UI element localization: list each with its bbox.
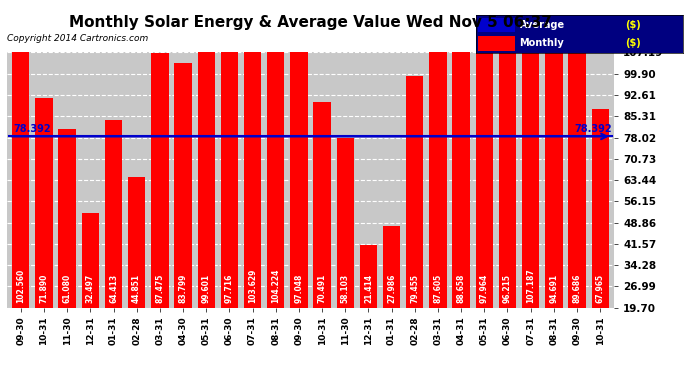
Bar: [522, 0, 540, 308]
Text: 94.691: 94.691: [549, 274, 558, 303]
Text: 99.601: 99.601: [201, 274, 210, 303]
Text: 107.187: 107.187: [526, 268, 535, 303]
Bar: [267, 4, 284, 308]
Bar: [151, 53, 168, 308]
Bar: [545, 32, 562, 308]
Text: 87.605: 87.605: [433, 274, 442, 303]
Text: 89.686: 89.686: [573, 274, 582, 303]
Bar: [290, 25, 308, 308]
FancyBboxPatch shape: [478, 36, 515, 51]
FancyBboxPatch shape: [478, 18, 515, 32]
Text: ($): ($): [625, 20, 641, 30]
Bar: [128, 177, 146, 308]
Bar: [453, 49, 470, 308]
Bar: [59, 129, 76, 308]
Bar: [81, 213, 99, 308]
Text: 97.048: 97.048: [295, 274, 304, 303]
Text: 61.080: 61.080: [63, 274, 72, 303]
Text: 96.215: 96.215: [503, 274, 512, 303]
Bar: [406, 76, 424, 307]
Text: 102.560: 102.560: [17, 269, 26, 303]
Text: 78.392: 78.392: [14, 123, 52, 134]
Bar: [475, 22, 493, 307]
Text: ($): ($): [625, 39, 641, 48]
Bar: [175, 63, 192, 308]
Bar: [499, 27, 516, 308]
Bar: [313, 102, 331, 308]
Text: 97.964: 97.964: [480, 274, 489, 303]
Text: Monthly: Monthly: [520, 39, 564, 48]
Text: 83.799: 83.799: [179, 274, 188, 303]
Text: 44.851: 44.851: [132, 274, 141, 303]
Bar: [197, 17, 215, 307]
Bar: [35, 98, 52, 308]
Text: 64.413: 64.413: [109, 274, 118, 303]
Bar: [221, 23, 238, 307]
Bar: [429, 52, 446, 308]
Text: Copyright 2014 Cartronics.com: Copyright 2014 Cartronics.com: [7, 34, 148, 43]
Bar: [569, 46, 586, 308]
Text: 87.475: 87.475: [155, 274, 164, 303]
Text: 79.455: 79.455: [411, 274, 420, 303]
Text: 58.103: 58.103: [341, 274, 350, 303]
Text: 71.890: 71.890: [39, 274, 48, 303]
Text: Average: Average: [520, 20, 564, 30]
Bar: [591, 110, 609, 308]
Text: 67.965: 67.965: [595, 274, 604, 303]
Bar: [383, 226, 400, 308]
Bar: [359, 245, 377, 308]
Text: 88.658: 88.658: [457, 274, 466, 303]
Text: 103.629: 103.629: [248, 269, 257, 303]
Bar: [105, 120, 122, 308]
Bar: [244, 6, 262, 308]
Bar: [337, 138, 354, 308]
Text: 27.986: 27.986: [387, 274, 396, 303]
Text: Monthly Solar Energy & Average Value Wed Nov 5 06:37: Monthly Solar Energy & Average Value Wed…: [69, 15, 552, 30]
Text: 97.716: 97.716: [225, 274, 234, 303]
Text: 70.491: 70.491: [317, 274, 326, 303]
Bar: [12, 9, 30, 308]
Text: 78.392: 78.392: [574, 123, 612, 134]
Text: 21.414: 21.414: [364, 274, 373, 303]
Text: 32.497: 32.497: [86, 274, 95, 303]
Text: 104.224: 104.224: [271, 269, 280, 303]
